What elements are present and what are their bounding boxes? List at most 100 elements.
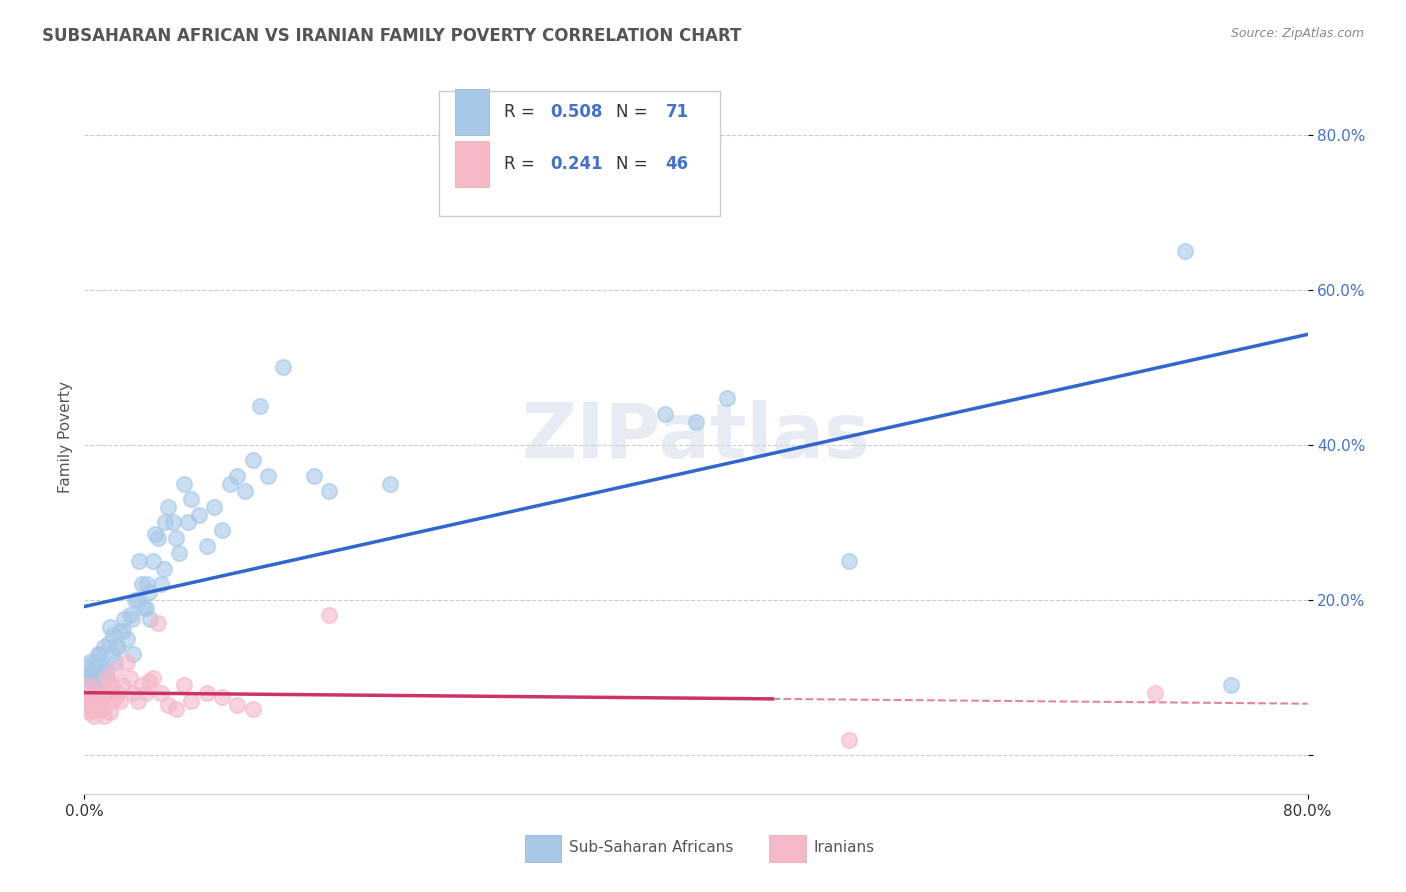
Y-axis label: Family Poverty: Family Poverty — [58, 381, 73, 493]
Point — [149, 577, 172, 591]
Point — [131, 678, 153, 692]
Point — [1174, 244, 1197, 258]
Point — [104, 655, 127, 669]
Point — [111, 678, 134, 692]
Point — [271, 360, 294, 375]
Point — [115, 632, 138, 646]
Point — [91, 701, 114, 715]
Point — [173, 678, 195, 692]
Text: 0.241: 0.241 — [550, 155, 603, 173]
Point — [94, 686, 117, 700]
Point — [122, 686, 145, 700]
Point — [107, 686, 129, 700]
Point — [124, 593, 146, 607]
Point — [136, 577, 159, 591]
Point — [318, 484, 340, 499]
Point — [146, 531, 169, 545]
Point — [115, 655, 138, 669]
Point — [75, 694, 97, 708]
Point — [135, 686, 157, 700]
Point — [188, 508, 211, 522]
Point — [132, 600, 155, 615]
Point — [242, 701, 264, 715]
Point — [80, 666, 103, 681]
FancyBboxPatch shape — [456, 89, 489, 136]
Point — [135, 600, 157, 615]
Point — [76, 666, 98, 681]
Point — [149, 686, 172, 700]
Point — [90, 698, 112, 712]
Point — [195, 539, 218, 553]
Point — [91, 663, 114, 677]
Point — [108, 694, 131, 708]
Point — [77, 671, 100, 685]
Point — [86, 690, 108, 704]
Point — [104, 663, 127, 677]
Point — [218, 476, 240, 491]
Point — [146, 616, 169, 631]
Point — [122, 647, 145, 661]
Point — [103, 628, 125, 642]
Point — [318, 608, 340, 623]
Point — [90, 678, 112, 692]
Point — [685, 415, 707, 429]
Text: 71: 71 — [665, 103, 689, 121]
Point — [1220, 678, 1243, 692]
Point — [128, 554, 150, 568]
Point — [654, 407, 676, 421]
Point — [242, 453, 264, 467]
Text: R =: R = — [503, 155, 540, 173]
Point — [101, 694, 124, 708]
Point — [97, 635, 120, 649]
Point — [157, 698, 180, 712]
Point — [177, 516, 200, 530]
Point — [89, 647, 111, 661]
Point — [1143, 686, 1166, 700]
Point — [108, 624, 131, 638]
Point — [84, 655, 107, 669]
Text: 46: 46 — [665, 155, 689, 173]
Point — [838, 554, 860, 568]
Point — [120, 608, 142, 623]
Point — [138, 585, 160, 599]
Text: 0.508: 0.508 — [550, 103, 603, 121]
Point — [89, 659, 111, 673]
Point — [94, 663, 117, 677]
Text: Sub-Saharan Africans: Sub-Saharan Africans — [569, 840, 733, 855]
Text: N =: N = — [616, 155, 654, 173]
Point — [165, 701, 187, 715]
Point — [87, 701, 110, 715]
Point — [96, 671, 118, 685]
FancyBboxPatch shape — [769, 835, 806, 862]
Point — [173, 476, 195, 491]
Point — [233, 484, 256, 499]
Point — [838, 732, 860, 747]
Point — [93, 709, 115, 723]
Point — [153, 562, 176, 576]
FancyBboxPatch shape — [439, 91, 720, 216]
Point — [302, 468, 325, 483]
Point — [226, 698, 249, 712]
Point — [127, 593, 149, 607]
Point — [142, 671, 165, 685]
Point — [202, 500, 225, 514]
Point — [84, 671, 107, 685]
Point — [93, 640, 115, 654]
Point — [79, 674, 101, 689]
Point — [105, 640, 128, 654]
Point — [80, 701, 103, 715]
Point — [121, 612, 143, 626]
Point — [139, 612, 162, 626]
Point — [98, 706, 121, 720]
Point — [249, 399, 271, 413]
Point — [79, 678, 101, 692]
Point — [111, 624, 134, 638]
Point — [77, 706, 100, 720]
Point — [84, 686, 107, 700]
Point — [162, 516, 184, 530]
Point — [103, 678, 125, 692]
Point — [112, 612, 135, 626]
Point — [127, 694, 149, 708]
Point — [138, 674, 160, 689]
Text: N =: N = — [616, 103, 654, 121]
